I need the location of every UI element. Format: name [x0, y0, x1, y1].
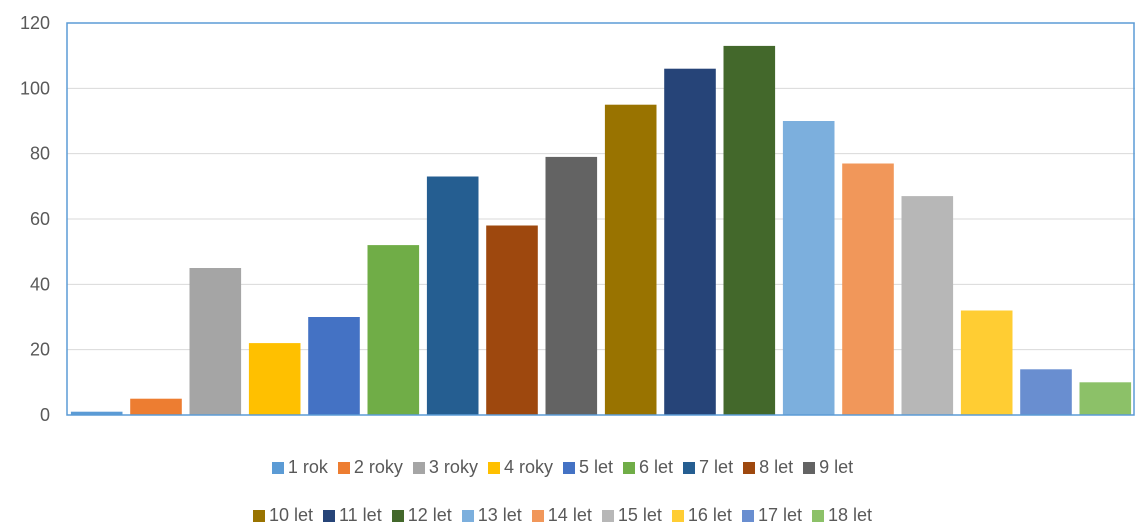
legend-swatch	[562, 461, 575, 474]
legend-label: 4 roky	[503, 457, 553, 477]
legend-swatch	[487, 461, 500, 474]
legend-label: 15 let	[617, 505, 662, 525]
legend-item: 17 let	[741, 505, 802, 526]
legend-label: 1 rok	[287, 457, 328, 477]
legend-swatch	[391, 509, 404, 522]
legend-item: 13 let	[461, 505, 522, 526]
bar-4-roky	[248, 343, 301, 415]
legend-swatch	[601, 509, 614, 522]
legend-label: 18 let	[827, 505, 873, 525]
legend-item: 6 let	[623, 457, 673, 478]
bar-14-let	[842, 163, 894, 415]
y-axis-tick-labels: 0 20 40 60 80 100 120	[20, 13, 50, 425]
legend-label: 12 let	[407, 505, 452, 525]
bar-5-let	[308, 317, 360, 415]
bar-10-let	[604, 104, 657, 415]
bar-3-roky	[189, 268, 242, 415]
y-tick-label: 120	[20, 13, 50, 33]
legend-row-1: 1 rok 2 roky 3 roky 4 roky 5 let 6 let 7 let 8 …	[0, 457, 1135, 478]
legend-swatch	[531, 509, 544, 522]
legend-swatch	[741, 509, 754, 522]
legend-label: 7 let	[699, 457, 734, 477]
legend-item: 8 let	[743, 457, 793, 478]
legend-item: 10 let	[252, 505, 313, 526]
legend-item: 7 let	[683, 457, 733, 478]
bar-13-let	[782, 121, 835, 415]
legend-label: 5 let	[578, 457, 614, 477]
legend-swatch	[623, 461, 636, 474]
legend-label: 14 let	[547, 505, 592, 525]
y-tick-label: 0	[40, 405, 50, 425]
bar-11-let	[664, 68, 716, 415]
y-tick-label: 20	[30, 340, 50, 360]
y-tick-label: 80	[30, 144, 50, 164]
legend-item: 11 let	[323, 505, 382, 526]
bar-2-roky	[130, 398, 182, 415]
bar-15-let	[901, 196, 954, 415]
legend-label: 8 let	[759, 457, 794, 477]
y-tick-label: 60	[30, 209, 50, 229]
bar-7-let	[426, 176, 479, 415]
bar-6-let	[367, 245, 420, 415]
legend-item: 3 roky	[412, 457, 478, 478]
plot-area-border	[66, 22, 1135, 416]
legend-swatch	[683, 461, 696, 474]
legend-label: 3 roky	[428, 457, 478, 477]
legend-label: 13 let	[477, 505, 522, 525]
legend-item: 14 let	[531, 505, 592, 526]
legend-label: 10 let	[268, 505, 313, 525]
legend-swatch	[743, 461, 756, 474]
bar-1-rok	[70, 411, 123, 415]
legend-swatch	[461, 509, 474, 522]
bar-17-let	[1020, 369, 1072, 415]
y-tick-label: 40	[30, 274, 50, 294]
legend-swatch	[323, 509, 335, 522]
bars	[70, 45, 1132, 416]
bar-8-let	[486, 225, 538, 415]
bar-12-let	[723, 45, 776, 416]
bar-16-let	[960, 310, 1013, 415]
bar-18-let	[1079, 382, 1132, 415]
legend-swatch	[803, 461, 816, 474]
legend-label: 6 let	[639, 457, 674, 477]
legend-item: 16 let	[671, 505, 732, 526]
legend-swatch	[271, 461, 284, 474]
bar-9-let	[545, 156, 598, 415]
legend-item: 1 rok	[271, 457, 328, 478]
legend-label: 2 roky	[353, 457, 403, 477]
legend-swatch	[337, 461, 350, 474]
legend-label: 11 let	[339, 505, 382, 525]
legend-item: 18 let	[811, 505, 873, 526]
legend-swatch	[252, 509, 265, 522]
legend-item: 12 let	[391, 505, 452, 526]
legend-row-2: 10 let 11 let 12 let 13 let 14 let 15 let 16 l…	[0, 505, 1135, 526]
legend-item: 4 roky	[487, 457, 553, 478]
legend-label: 17 let	[757, 505, 802, 525]
legend-swatch	[811, 509, 824, 522]
legend-item: 5 let	[562, 457, 614, 478]
plot-frame	[66, 22, 1135, 416]
legend-label: 16 let	[687, 505, 732, 525]
bar-chart: 0 20 40 60 80 100 120	[20, 13, 1135, 425]
legend-item: 15 let	[601, 505, 662, 526]
legend-swatch	[671, 509, 684, 522]
legend-item: 9 let	[803, 457, 853, 478]
legend-item: 2 roky	[337, 457, 403, 478]
legend-label: 9 let	[819, 457, 854, 477]
legend-swatch	[412, 461, 425, 474]
y-tick-label: 100	[20, 78, 50, 98]
